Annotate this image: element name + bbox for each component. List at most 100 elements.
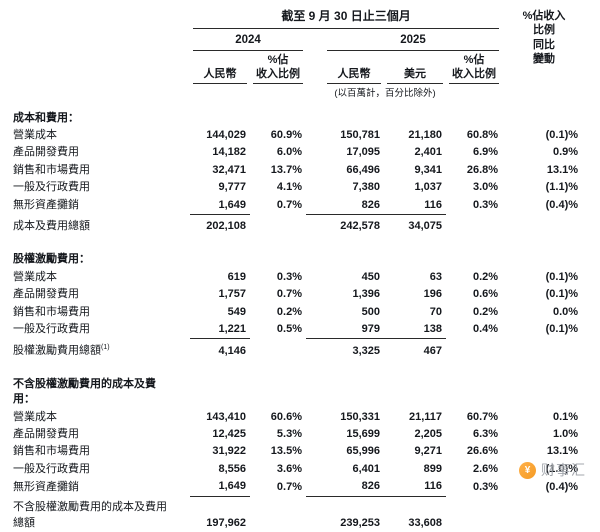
yoy-header-line: %佔收入	[522, 10, 566, 22]
cell-value: 9,777	[218, 181, 246, 194]
cell-value: 500	[361, 305, 380, 318]
total-row: 成本及費用總額 202,108 242,578 34,075	[10, 214, 586, 236]
year-2024-cell: 2024	[190, 29, 306, 51]
row-label: 無形資產攤銷	[10, 478, 190, 496]
cell-value: 242,578	[306, 214, 384, 236]
cell-value	[250, 339, 306, 360]
section-spacer	[10, 235, 586, 244]
cell-value: 979	[361, 322, 380, 335]
cell-value: 2.6%	[472, 462, 499, 475]
row-label: 股權激勵費用總額(1)	[10, 339, 190, 360]
cell-value: 1,649	[218, 480, 246, 493]
cell-value: 6.3%	[472, 428, 499, 441]
cell-value: 34,075	[384, 214, 446, 236]
column-header-row: 人民幣 %佔 收入比例 人民幣 美元 %佔 收入比例	[10, 51, 586, 85]
col-header-pct-2024: %佔 收入比例	[250, 51, 306, 85]
row-label: 銷售和市場費用	[10, 304, 190, 321]
cell-value: 6.9%	[472, 146, 499, 159]
cell-value: 17,095	[346, 146, 380, 159]
cell-value: 15,699	[346, 428, 380, 441]
cell-value: 1,649	[218, 198, 246, 211]
period-header-cell: 截至 9 月 30 日止三個月	[190, 8, 502, 29]
cell-value: 0.2%	[472, 270, 499, 283]
cell-value: 239,253	[306, 495, 384, 532]
cell-value: 66,496	[346, 163, 380, 176]
cell-value: 13.1%	[546, 445, 579, 458]
row-label: 銷售和市場費用	[10, 162, 190, 179]
row-label: 一般及行政費用	[10, 461, 190, 478]
cell-value	[250, 215, 306, 236]
cell-value: 2,401	[414, 146, 442, 159]
unit-note: (以百萬計，百分比除外)	[334, 88, 436, 100]
cell-value: 12,425	[212, 428, 246, 441]
cell-value: 8,556	[218, 462, 246, 475]
cell-value: 1,221	[218, 322, 246, 335]
cell-value: 26.8%	[466, 163, 499, 176]
cell-value: 32,471	[212, 163, 246, 176]
row-label-text: 無形資產攤銷	[13, 480, 79, 493]
spacer-cell	[10, 360, 586, 369]
row-label: 產品開發費用	[10, 286, 190, 303]
cell-value: 202,108	[190, 214, 250, 236]
year-2025-label: 2025	[327, 29, 500, 51]
cell-value: 138	[423, 322, 442, 335]
section-title: 不含股權激勵費用的成本及費用：	[10, 369, 586, 409]
row-label-text: 一般及行政費用	[13, 181, 90, 194]
pct-header-line2: 收入比例	[452, 67, 497, 80]
cell-value: 1,037	[414, 181, 442, 194]
row-label-text: 銷售和市場費用	[13, 305, 90, 318]
cell-value: (0.1)%	[545, 129, 579, 142]
cell-value: 14,182	[212, 146, 246, 159]
cell-value: 3,325	[306, 338, 384, 360]
cell-value: 0.5%	[276, 323, 302, 336]
table-row: 一般及行政費用 8,556 3.6% 6,401 899 2.6% (1.0)%	[10, 461, 586, 478]
table-row: 一般及行政費用 9,777 4.1% 7,380 1,037 3.0% (1.1)%	[10, 179, 586, 196]
cell-value: 0.2%	[276, 305, 302, 318]
yoy-column-header: %佔收入 比例 同比 變動	[502, 8, 586, 103]
cell-value: 9,341	[414, 163, 442, 176]
table-body: 成本和費用： 營業成本 144,029 60.9% 150,781 21,180 60.8%…	[10, 103, 586, 532]
spacer-cell	[446, 84, 502, 102]
cell-value: (0.1)%	[545, 270, 579, 283]
cell-value: 0.7%	[276, 480, 302, 493]
cell-value: 196	[423, 288, 442, 301]
cell-value: 13.5%	[270, 445, 302, 458]
cell-value: 150,781	[340, 129, 380, 142]
row-label-text: 銷售和市場費用	[13, 163, 90, 176]
cell-value: 60.8%	[466, 129, 499, 142]
cell-value: 1,396	[352, 288, 380, 301]
cell-value: 21,180	[408, 129, 442, 142]
total-row: 不含股權激勵費用的成本及費用總額 197,962 239,253 33,608	[10, 495, 586, 532]
cell-value: 33,608	[384, 495, 446, 532]
cell-value: 60.7%	[466, 410, 499, 423]
table-row: 營業成本 619 0.3% 450 63 0.2% (0.1)%	[10, 269, 586, 286]
spacer-cell	[10, 51, 190, 85]
section-title-row: 股權激勵費用：	[10, 244, 586, 268]
pct-header-line1: %佔	[267, 53, 289, 66]
cell-value: 60.9%	[270, 129, 302, 142]
cell-value: 70	[429, 305, 442, 318]
cell-value: 0.3%	[472, 480, 499, 493]
cell-value: 6.0%	[276, 146, 302, 159]
col-header-rmb-2025: 人民幣	[306, 51, 384, 85]
cell-value: 0.1%	[552, 410, 579, 423]
footnote-ref: (1)	[101, 343, 110, 351]
cell-value: 0.6%	[472, 288, 499, 301]
cell-value	[502, 339, 586, 360]
cell-value: (0.4)%	[545, 480, 579, 493]
cell-value	[446, 215, 502, 236]
cell-value: 116	[424, 198, 442, 211]
pct-header-line2: 收入比例	[256, 67, 300, 80]
table-row: 一般及行政費用 1,221 0.5% 979 138 0.4% (0.1)%	[10, 321, 586, 339]
cell-value: 0.3%	[472, 199, 499, 212]
table-row: 銷售和市場費用 32,471 13.7% 66,496 9,341 26.8% 13.1%	[10, 162, 586, 179]
row-label: 不含股權激勵費用的成本及費用總額	[10, 496, 190, 532]
table-row: 無形資產攤銷 1,649 0.7% 826 116 0.3% (0.4)%	[10, 478, 586, 496]
watermark-label: 财事汇	[541, 462, 586, 478]
cell-value: 13.7%	[270, 163, 302, 176]
section-title-row: 不含股權激勵費用的成本及費用：	[10, 369, 586, 409]
row-label-text: 股權激勵費用總額(1)	[13, 343, 110, 357]
cell-value: 144,029	[206, 129, 246, 142]
cell-value: 7,380	[352, 181, 380, 194]
